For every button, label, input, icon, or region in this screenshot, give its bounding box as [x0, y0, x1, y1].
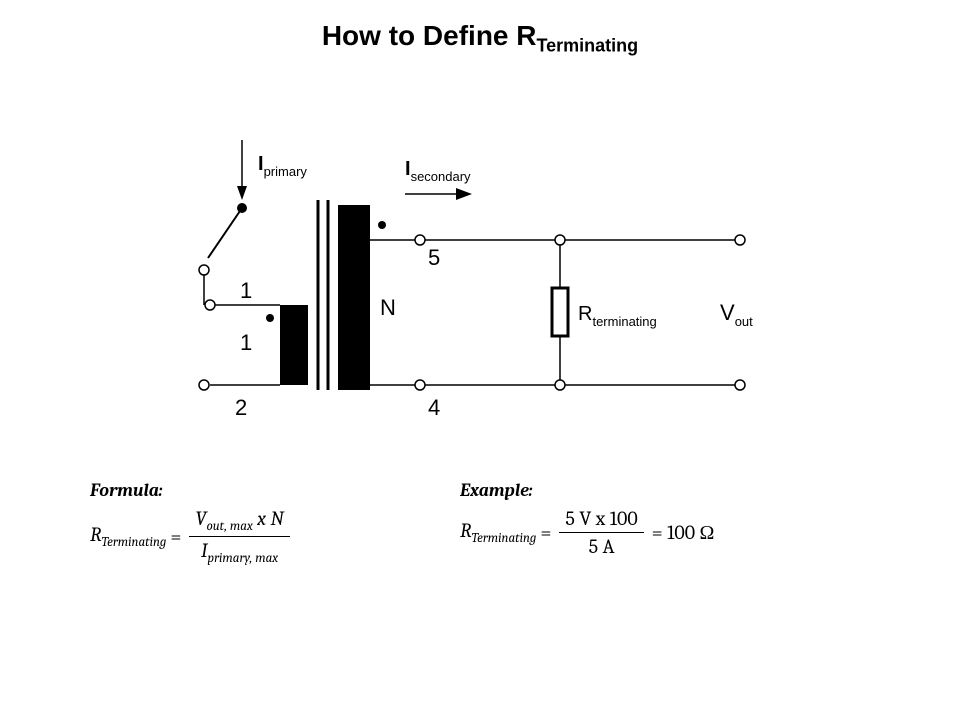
example-eq: =: [540, 521, 551, 544]
label-pin5: 5: [428, 245, 440, 270]
formula-heading: Formula:: [90, 480, 460, 501]
label-isecondary-sub: secondary: [411, 169, 471, 184]
label-rterm-sub: terminating: [592, 314, 656, 329]
example-equation: RTerminating = 5 V x 100 5 A = 100 Ω: [460, 507, 890, 558]
example-heading: Example:: [460, 480, 890, 501]
svg-text:Rterminating: Rterminating: [578, 303, 657, 329]
label-pin1-bot: 1: [240, 330, 252, 355]
formula-row: Formula: RTerminating = Vout, max x N Ip…: [90, 480, 890, 566]
svg-text:Vout: Vout: [720, 300, 753, 329]
formula-column: Formula: RTerminating = Vout, max x N Ip…: [90, 480, 460, 566]
formula-Iprim-sub: primary, max: [208, 551, 279, 566]
svg-text:Isecondary: Isecondary: [405, 158, 471, 184]
formula-R-sub: Terminating: [101, 535, 166, 550]
example-column: Example: RTerminating = 5 V x 100 5 A = …: [460, 480, 890, 566]
label-pin4: 4: [428, 395, 440, 420]
formula-times: x: [253, 507, 271, 530]
formula-N: N: [271, 507, 284, 530]
example-den: 5 A: [583, 533, 621, 558]
label-pin1-top: 1: [240, 278, 252, 303]
label-n: N: [380, 295, 396, 320]
title-main: How to Define R: [322, 20, 537, 51]
label-vout: V: [720, 300, 735, 325]
label-vout-sub: out: [735, 314, 753, 329]
label-rterm: R: [578, 303, 592, 325]
page-title: How to Define RTerminating: [0, 0, 960, 57]
circuit-diagram: Iprimary 1 1 2 N 5 Isecondary 4 Rtermina…: [180, 130, 780, 430]
title-sub: Terminating: [537, 36, 639, 56]
svg-text:Iprimary: Iprimary: [258, 153, 307, 179]
formula-equation: RTerminating = Vout, max x N Iprimary, m…: [90, 507, 460, 566]
formula-Iprim: I: [201, 539, 208, 562]
formula-R: R: [90, 523, 101, 546]
example-result: = 100 Ω: [652, 521, 715, 545]
label-pin2: 2: [235, 395, 247, 420]
example-R-sub: Terminating: [471, 531, 536, 546]
label-iprimary-sub: primary: [264, 164, 308, 179]
formula-eq: =: [170, 525, 181, 548]
example-R: R: [460, 519, 471, 542]
formula-Vout-sub: out, max: [206, 519, 252, 534]
example-num: 5 V x 100: [559, 507, 643, 533]
formula-Vout: V: [195, 507, 206, 530]
